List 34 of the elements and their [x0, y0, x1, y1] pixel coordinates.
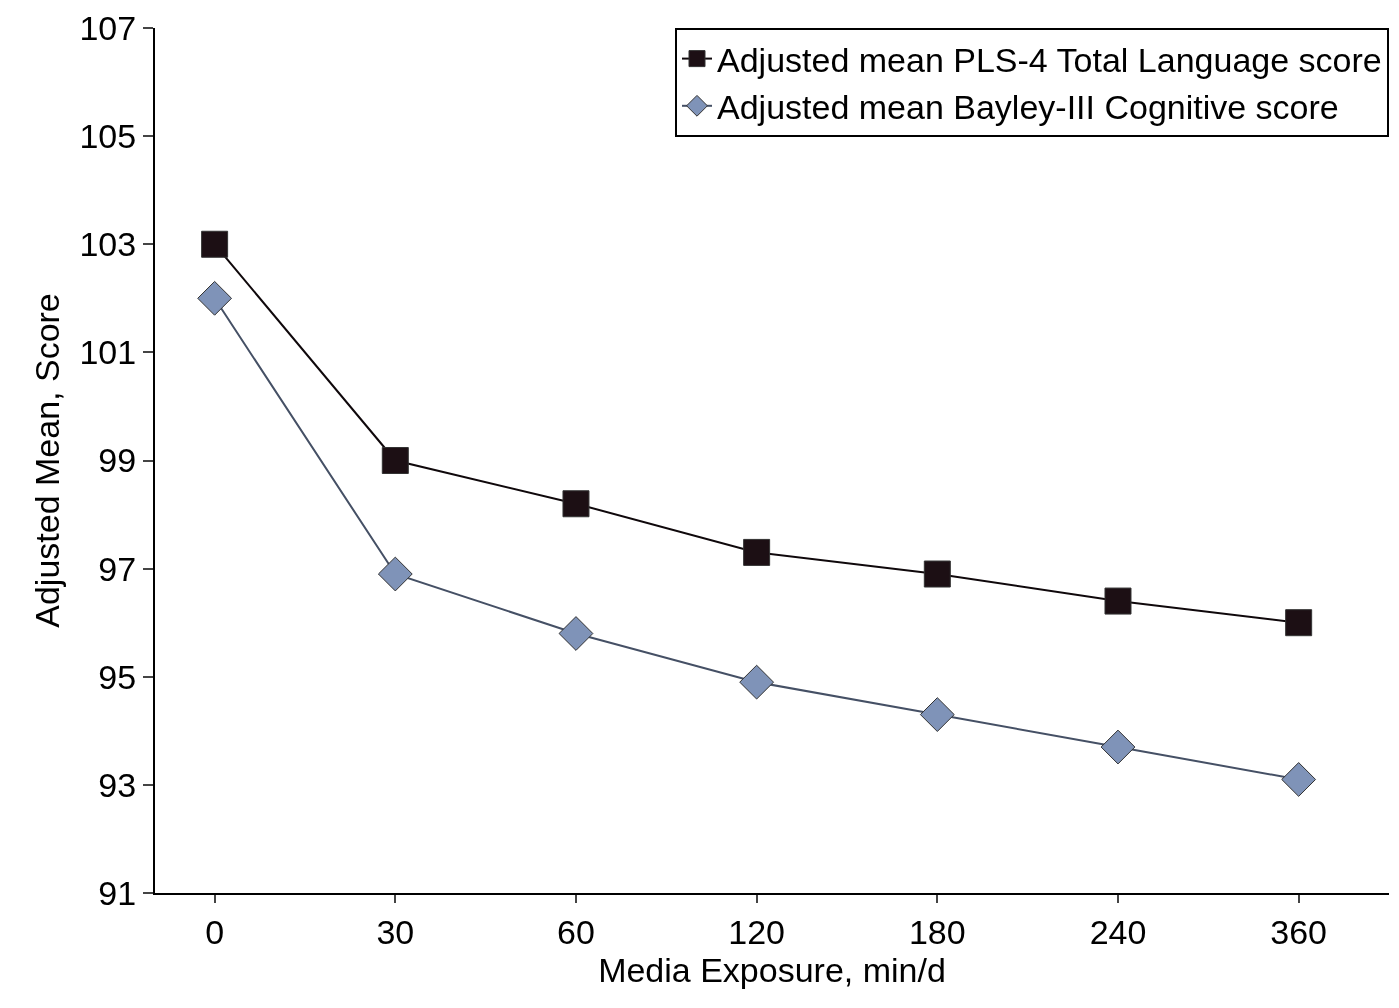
x-tick-label: 60 [557, 912, 595, 951]
point [201, 230, 229, 258]
point [377, 556, 413, 592]
y-tick-label: 107 [79, 8, 137, 47]
x-tick-label: 120 [728, 912, 786, 951]
point [558, 616, 594, 651]
y-tick-label: 103 [79, 225, 137, 264]
point [1281, 762, 1317, 797]
x-tick-label: 180 [908, 912, 966, 951]
x-tick-label: 30 [376, 912, 415, 951]
x-tick-label: 0 [205, 912, 225, 951]
y-axis-title: Adjusted Mean, Score [27, 293, 66, 628]
y-tick-label: 97 [98, 549, 137, 588]
x-tick-label: 240 [1089, 912, 1147, 951]
point [562, 490, 590, 518]
point [1104, 587, 1132, 615]
point [381, 447, 409, 474]
legend-label: Adjusted mean Bayley-III Cognitive score [717, 88, 1339, 127]
y-tick-label: 91 [98, 873, 137, 912]
point [923, 560, 951, 588]
point [739, 664, 775, 700]
y-tick-label: 101 [79, 333, 137, 372]
x-axis-title: Media Exposure, min/d [598, 950, 946, 989]
point [743, 538, 771, 566]
y-tick-label: 95 [98, 657, 137, 696]
point [1285, 609, 1313, 637]
point [1100, 729, 1136, 765]
y-tick-label: 99 [98, 441, 137, 480]
y-tick-label: 105 [79, 117, 137, 156]
y-tick-label: 93 [98, 765, 137, 804]
legend-label: Adjusted mean PLS-4 Total Language score [717, 40, 1382, 79]
point [197, 280, 233, 316]
x-tick-label: 360 [1270, 912, 1328, 951]
point [919, 697, 955, 732]
